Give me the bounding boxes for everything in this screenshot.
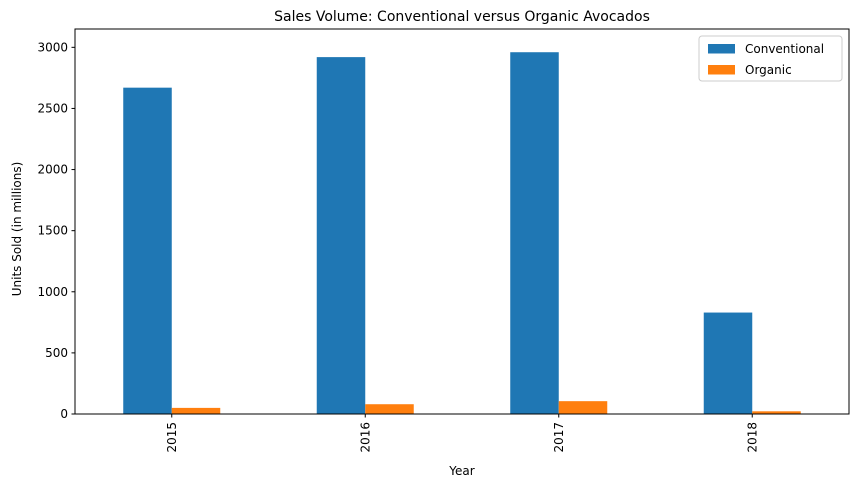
y-tick-label: 3000: [37, 40, 68, 54]
bar-organic-2016: [365, 404, 414, 414]
bar-organic-2017: [558, 401, 608, 414]
bar-conventional-2018: [703, 312, 753, 414]
bar-organic-2018: [752, 411, 801, 414]
y-tick-label: 1000: [37, 285, 68, 299]
y-tick-label: 500: [45, 346, 68, 360]
y-axis-label: Units Sold (in millions): [10, 162, 24, 297]
x-tick-label: 2015: [165, 422, 179, 453]
bars-layer: [123, 52, 801, 415]
bar-conventional-2016: [316, 57, 366, 414]
bar-organic-2015: [171, 407, 221, 414]
chart-title: Sales Volume: Conventional versus Organi…: [274, 9, 650, 25]
y-axis: 0 500 1000 1500 2000 2500 3000: [37, 40, 75, 421]
legend-label-organic: Organic: [745, 63, 792, 77]
legend-swatch-conventional: [708, 44, 735, 54]
legend-swatch-organic: [708, 65, 735, 75]
x-tick-label: 2016: [358, 422, 372, 453]
y-tick-label: 1500: [37, 224, 68, 238]
bar-conventional-2015: [123, 87, 172, 415]
x-axis: 2015 2016 2017 2018: [165, 414, 759, 453]
y-tick-label: 2000: [37, 163, 68, 177]
y-tick-label: 2500: [37, 101, 68, 115]
x-tick-label: 2017: [552, 422, 566, 453]
legend-label-conventional: Conventional: [745, 42, 824, 56]
legend: Conventional Organic: [698, 35, 843, 82]
x-tick-label: 2018: [745, 422, 759, 453]
plot-frame: [74, 28, 850, 415]
y-tick-label: 0: [60, 407, 68, 421]
x-axis-label: Year: [448, 464, 474, 478]
bar-conventional-2017: [510, 52, 559, 414]
